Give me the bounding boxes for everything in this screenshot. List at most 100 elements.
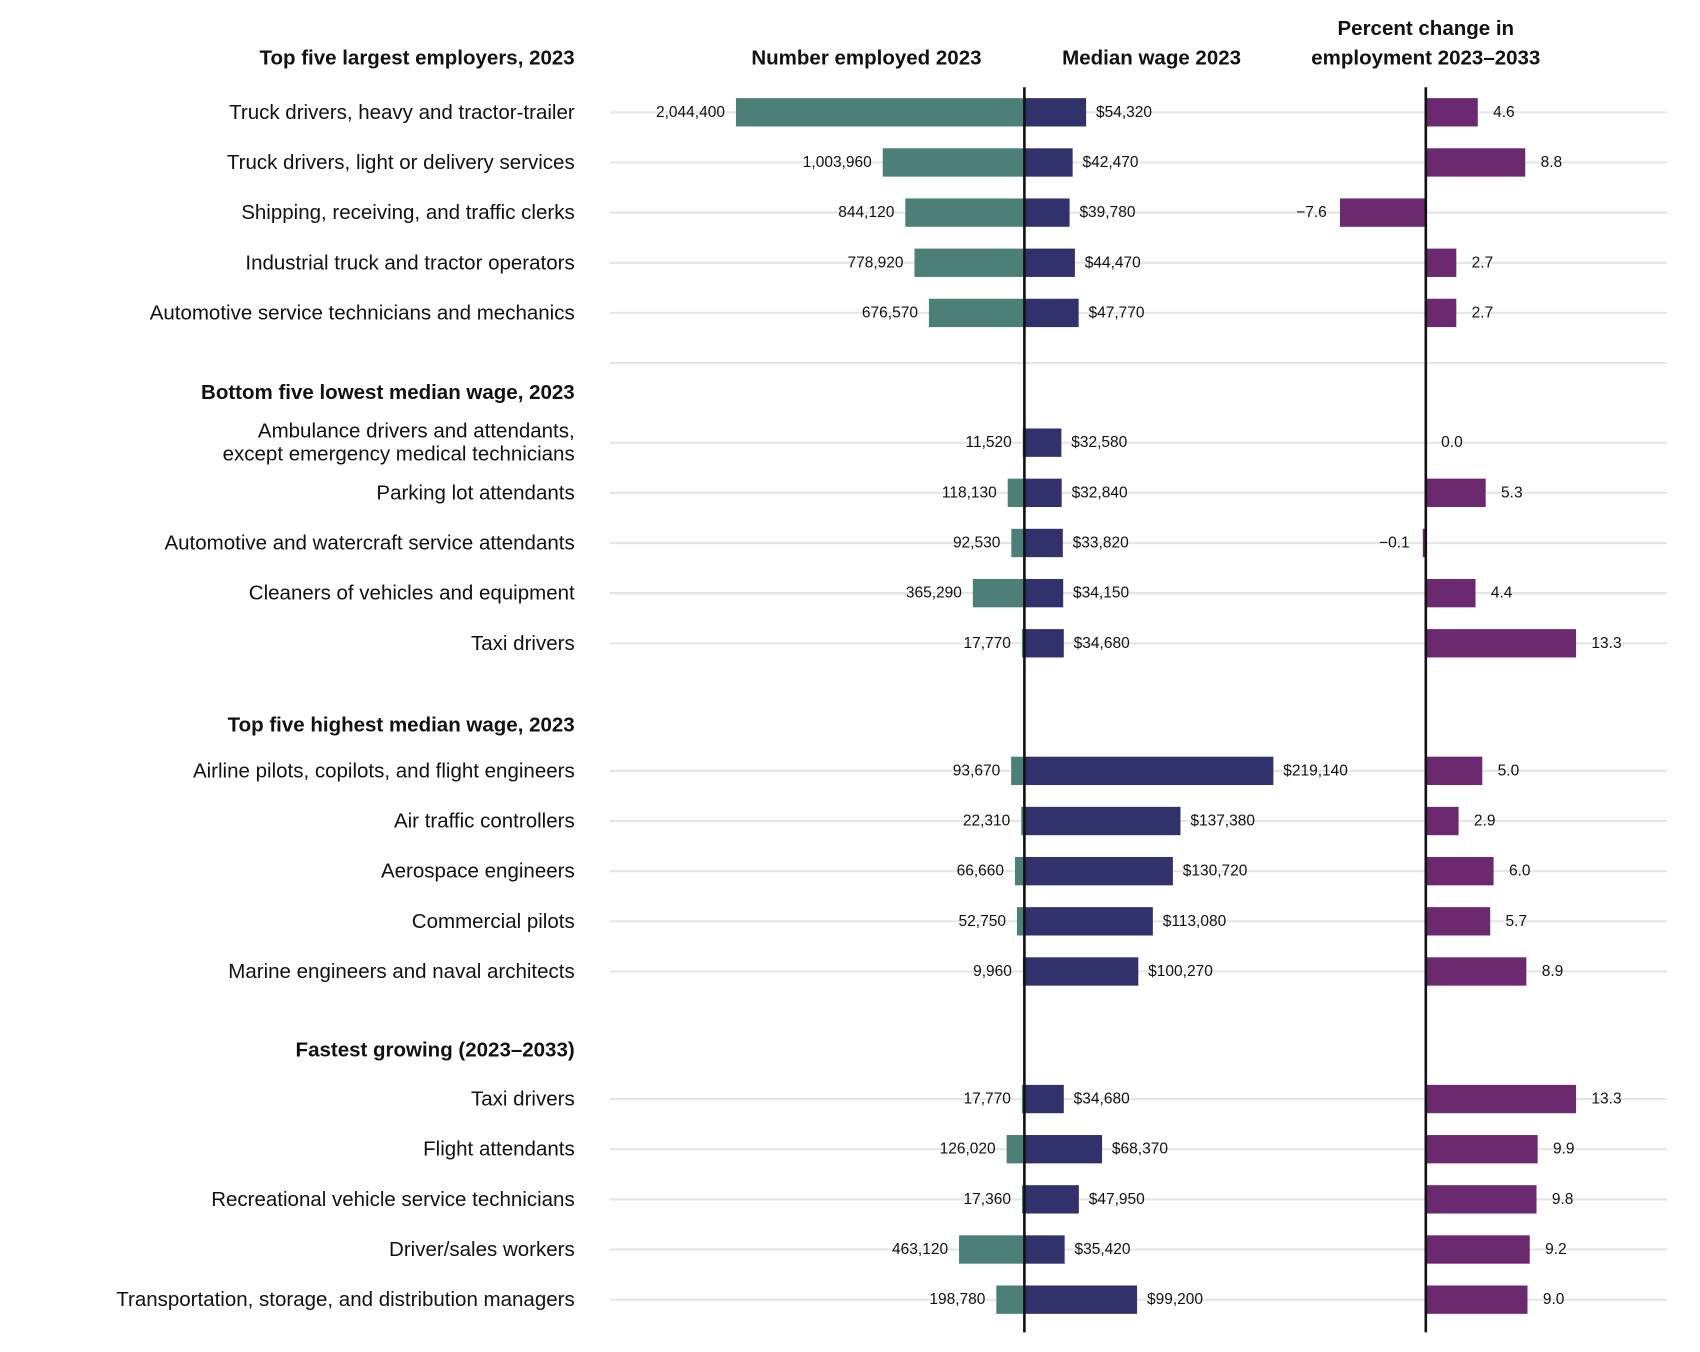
employed-value-label: 778,920: [847, 254, 903, 271]
row-label: except emergency medical technicians: [223, 443, 575, 466]
wage-value-label: $100,270: [1148, 963, 1213, 980]
wage-value-label: $32,840: [1072, 484, 1128, 501]
change-bar: [1425, 1285, 1528, 1314]
wage-value-label: $34,680: [1074, 1091, 1130, 1108]
wage-value-label: $130,720: [1183, 863, 1248, 880]
change-value-label: 4.4: [1491, 585, 1513, 602]
employed-value-label: 17,770: [963, 635, 1011, 652]
change-bar: [1425, 1084, 1577, 1114]
employed-bar: [882, 148, 1025, 177]
wage-value-label: $44,470: [1085, 254, 1141, 271]
change-bar: [1425, 806, 1459, 836]
change-bar: [1425, 756, 1483, 786]
change-bar: [1425, 478, 1486, 507]
change-value-label: −0.1: [1379, 534, 1410, 551]
employed-value-label: 2,044,400: [656, 104, 725, 121]
wage-value-label: $137,380: [1190, 813, 1255, 830]
wage-bar: [1024, 298, 1079, 328]
wage-bar: [1024, 528, 1063, 558]
row-label: Marine engineers and naval architects: [228, 960, 574, 983]
wage-bar: [1024, 629, 1064, 658]
row-label: Truck drivers, heavy and tractor-trailer: [229, 101, 575, 124]
employed-value-label: 463,120: [892, 1241, 948, 1258]
employed-value-label: 9,960: [973, 963, 1012, 980]
employed-value-label: 17,360: [964, 1191, 1012, 1208]
employed-value-label: 11,520: [966, 434, 1013, 451]
change-bar: [1425, 1135, 1538, 1164]
row-label: Commercial pilots: [412, 910, 575, 933]
wage-bar: [1024, 428, 1062, 457]
wage-value-label: $42,470: [1083, 154, 1139, 171]
group-title: Fastest growing (2023–2033): [296, 1038, 575, 1061]
gridlines: [609, 111, 1668, 1301]
row-label: Industrial truck and tractor operators: [245, 251, 574, 274]
employed-value-label: 93,670: [953, 762, 1001, 779]
row-label: Parking lot attendants: [376, 481, 574, 504]
employed-bar: [1021, 806, 1025, 836]
row-label: Driver/sales workers: [389, 1238, 575, 1261]
row-label: Truck drivers, light or delivery service…: [227, 151, 575, 174]
change-bar: [1425, 298, 1457, 328]
change-bar: [1425, 957, 1527, 986]
header-number-employed: Number employed 2023: [751, 46, 981, 69]
change-value-label: 4.6: [1493, 104, 1515, 121]
employed-bar: [1016, 907, 1025, 936]
employed-bar: [996, 1285, 1025, 1314]
wage-bar: [1024, 756, 1274, 786]
employed-value-label: 126,020: [940, 1141, 996, 1158]
change-bar: [1425, 907, 1491, 936]
row-label: Automotive and watercraft service attend…: [164, 531, 574, 554]
bars: [735, 98, 1577, 1314]
change-value-label: 9.2: [1545, 1241, 1567, 1258]
employed-bar: [1014, 856, 1025, 886]
change-value-label: 8.9: [1542, 963, 1564, 980]
wage-bar: [1024, 1084, 1064, 1114]
change-value-label: −7.6: [1296, 204, 1327, 221]
change-value-label: 5.3: [1501, 484, 1523, 501]
wage-bar: [1024, 907, 1153, 936]
row-label: Cleaners of vehicles and equipment: [249, 582, 575, 605]
employed-bar: [928, 298, 1025, 328]
employed-bar: [959, 1235, 1025, 1264]
wage-value-label: $35,420: [1074, 1241, 1130, 1258]
change-value-label: 5.0: [1498, 762, 1520, 779]
row-label: Air traffic controllers: [394, 810, 575, 833]
change-value-label: 13.3: [1591, 1091, 1621, 1108]
change-value-label: 9.9: [1553, 1141, 1575, 1158]
wage-value-label: $39,780: [1079, 204, 1135, 221]
change-value-label: 6.0: [1509, 863, 1531, 880]
change-bar: [1425, 1235, 1530, 1264]
group-title: Top five highest median wage, 2023: [228, 714, 575, 737]
wage-value-label: $47,770: [1089, 304, 1145, 321]
wage-value-label: $113,080: [1163, 913, 1227, 930]
employed-bar: [914, 248, 1025, 277]
row-label: Transportation, storage, and distributio…: [116, 1288, 574, 1311]
row-label: Shipping, receiving, and traffic clerks: [241, 201, 575, 224]
wage-bar: [1024, 1185, 1079, 1214]
wage-bar: [1024, 806, 1181, 836]
employed-value-label: 365,290: [906, 585, 962, 602]
row-label: Flight attendants: [423, 1138, 575, 1161]
labels: Number employed 2023 Median wage 2023 Perc…: [116, 17, 1621, 1311]
employed-bar: [972, 578, 1025, 608]
change-value-label: 9.0: [1543, 1291, 1565, 1308]
wage-bar: [1024, 856, 1173, 886]
wage-value-label: $32,580: [1071, 434, 1127, 451]
employed-value-label: 118,130: [942, 484, 997, 501]
employed-value-label: 676,570: [862, 304, 918, 321]
change-value-label: 2.7: [1472, 254, 1494, 271]
wage-bar: [1024, 248, 1075, 277]
wage-value-label: $47,950: [1089, 1191, 1145, 1208]
change-value-label: 13.3: [1591, 635, 1621, 652]
employed-bar: [735, 98, 1025, 127]
wage-value-label: $219,140: [1283, 762, 1348, 779]
change-bar: [1425, 1185, 1537, 1214]
employed-bar: [905, 198, 1025, 227]
wage-bar: [1024, 578, 1064, 608]
wage-value-label: $54,320: [1096, 104, 1152, 121]
wage-value-label: $34,680: [1074, 635, 1130, 652]
header-percent-change: employment 2023–2033: [1311, 46, 1540, 69]
employed-value-label: 66,660: [957, 863, 1005, 880]
change-bar: [1425, 578, 1476, 608]
